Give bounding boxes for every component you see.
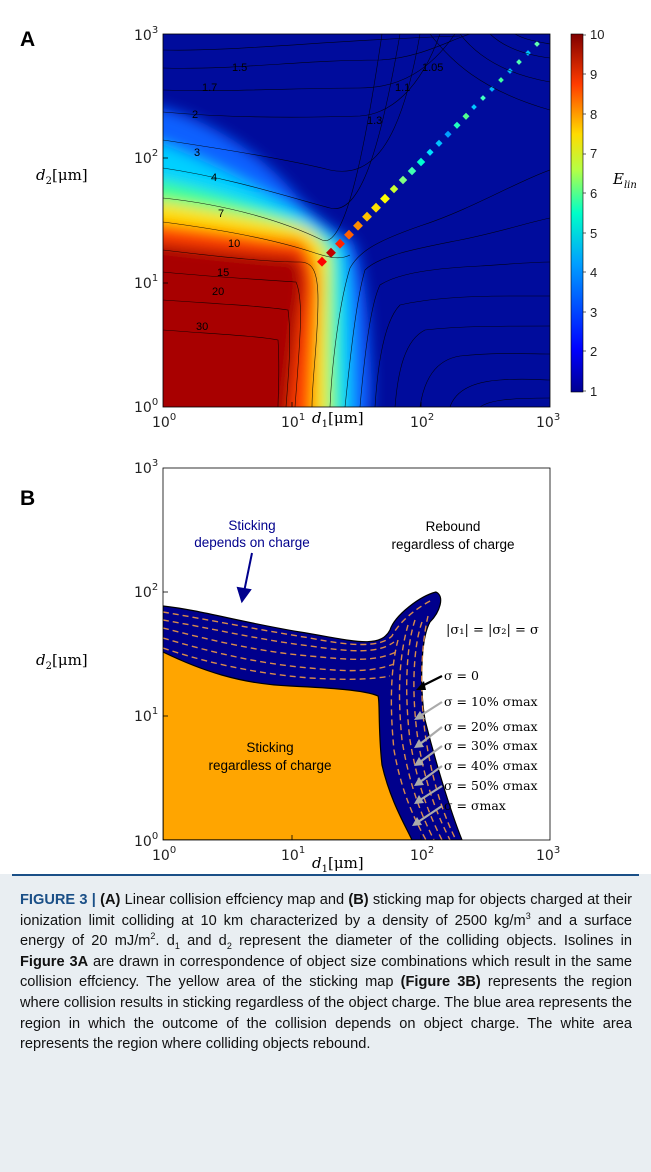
panel-a-label: A bbox=[20, 28, 35, 51]
panel-b-plot-frame bbox=[162, 467, 551, 841]
panel-a-collision-efficiency-map: A bbox=[20, 25, 637, 430]
panel-a-tick-marks bbox=[163, 157, 422, 407]
figure-caption: FIGURE 3 | (A) Linear collision effcienc… bbox=[0, 874, 651, 1172]
colorbar-tick-label: 8 bbox=[590, 107, 597, 122]
panel-a-x-axis-label: d1[μm] bbox=[312, 409, 364, 430]
panel-b-label: B bbox=[20, 487, 35, 510]
rebound-region-label: Rebound bbox=[426, 519, 481, 534]
sticking-region-label: Sticking bbox=[246, 740, 293, 755]
colorbar-tick-label: 9 bbox=[590, 67, 597, 82]
sigma-label: σ = 40% σmax bbox=[444, 758, 538, 773]
isoline-labels: 1.5 1.7 2 3 4 7 10 15 20 30 1.05 1.1 1.3 bbox=[192, 62, 443, 333]
colorbar-tick-label: 10 bbox=[590, 27, 604, 42]
y-tick-label: 100 bbox=[134, 831, 158, 850]
colorbar-tick-label: 7 bbox=[590, 146, 597, 161]
panel-b-sticking-map: B 100 101 102 103 100 101 bbox=[20, 458, 560, 875]
colorbar-tick-label: 3 bbox=[590, 305, 597, 320]
y-tick-label: 103 bbox=[134, 25, 158, 44]
panel-b-x-tick-labels: 100 101 102 103 bbox=[152, 845, 560, 864]
colorbar-tick-label: 5 bbox=[590, 226, 597, 241]
contour-label: 1.7 bbox=[202, 82, 217, 94]
sigma-label: σ = 30% σmax bbox=[444, 738, 538, 753]
panel-a-x-tick-labels: 100 101 102 103 bbox=[152, 412, 560, 430]
panel-a-plot-frame bbox=[162, 33, 551, 408]
figure-ref-link: (Figure 3B) bbox=[400, 974, 481, 991]
panel-b-x-axis-label: d1[μm] bbox=[312, 854, 364, 875]
panel-a-y-tick-labels: 100 101 102 103 bbox=[134, 25, 158, 416]
x-tick-label: 100 bbox=[152, 845, 176, 864]
panel-b-y-axis-label: d2[μm] bbox=[36, 651, 88, 672]
y-tick-label: 102 bbox=[134, 582, 158, 601]
depends-arrow bbox=[236, 552, 253, 604]
rebound-region-label: regardless of charge bbox=[391, 537, 514, 552]
contour-label: 4 bbox=[211, 172, 217, 184]
sticking-region bbox=[163, 651, 413, 840]
colorbar: 10 9 8 7 6 5 4 3 2 1 Elin bbox=[570, 27, 637, 399]
x-tick-label: 103 bbox=[536, 845, 560, 864]
contour-label: 1.1 bbox=[395, 82, 410, 94]
figure-label: FIGURE 3 | bbox=[20, 892, 96, 908]
sigma-label: σ = 10% σmax bbox=[444, 694, 538, 709]
y-tick-label: 103 bbox=[134, 458, 158, 477]
x-tick-label: 100 bbox=[152, 412, 176, 430]
caption-text: FIGURE 3 | (A) Linear collision effcienc… bbox=[20, 892, 633, 1053]
ridge-markers bbox=[317, 41, 540, 267]
figure-ref-link: Figure 3A bbox=[20, 953, 89, 970]
sigma-label: σ = σmax bbox=[444, 798, 506, 813]
depends-region-label: depends on charge bbox=[194, 535, 310, 550]
x-tick-label: 101 bbox=[281, 412, 305, 430]
contour-label: 1.5 bbox=[232, 62, 247, 74]
y-tick-label: 102 bbox=[134, 148, 158, 167]
colorbar-tick-label: 6 bbox=[590, 186, 597, 201]
x-tick-label: 102 bbox=[410, 845, 434, 864]
colorbar-label: Elin bbox=[612, 170, 637, 191]
contour-label: 2 bbox=[192, 109, 198, 121]
colorbar-tick-label: 1 bbox=[590, 384, 597, 399]
colorbar-tick-label: 2 bbox=[590, 344, 597, 359]
colorbar-tick-label: 4 bbox=[590, 265, 597, 280]
y-tick-label: 100 bbox=[134, 397, 158, 416]
contour-label: 20 bbox=[212, 286, 224, 298]
panel-b-y-tick-labels: 100 101 102 103 bbox=[134, 458, 158, 850]
sigma-equation: |σ₁| = |σ₂| = σ bbox=[446, 623, 539, 638]
sigma-label: σ = 50% σmax bbox=[444, 778, 538, 793]
contour-label: 3 bbox=[194, 147, 200, 159]
x-tick-label: 102 bbox=[410, 412, 434, 430]
sigma-label: σ = 20% σmax bbox=[444, 719, 538, 734]
efficiency-heatmap: 1.5 1.7 2 3 4 7 10 15 20 30 1.05 1.1 1.3 bbox=[163, 34, 550, 407]
contour-label: 1.3 bbox=[367, 115, 382, 127]
caption-divider bbox=[12, 874, 639, 876]
sticking-region-label: regardless of charge bbox=[208, 758, 331, 773]
depends-region-label: Sticking bbox=[228, 518, 275, 533]
sigma-arrows bbox=[412, 675, 443, 826]
y-tick-label: 101 bbox=[134, 273, 158, 292]
panel-b-tick-marks bbox=[163, 591, 422, 840]
contour-label: 1.05 bbox=[422, 62, 443, 74]
sigma-label: σ = 0 bbox=[444, 668, 479, 683]
y-tick-label: 101 bbox=[134, 706, 158, 725]
contour-label: 10 bbox=[228, 238, 240, 250]
x-tick-label: 101 bbox=[281, 845, 305, 864]
panel-a-y-axis-label: d2[μm] bbox=[36, 166, 88, 187]
contour-label: 7 bbox=[218, 208, 224, 220]
contour-label: 30 bbox=[196, 321, 208, 333]
x-tick-label: 103 bbox=[536, 412, 560, 430]
contour-label: 15 bbox=[217, 267, 229, 279]
isolines bbox=[163, 34, 550, 407]
